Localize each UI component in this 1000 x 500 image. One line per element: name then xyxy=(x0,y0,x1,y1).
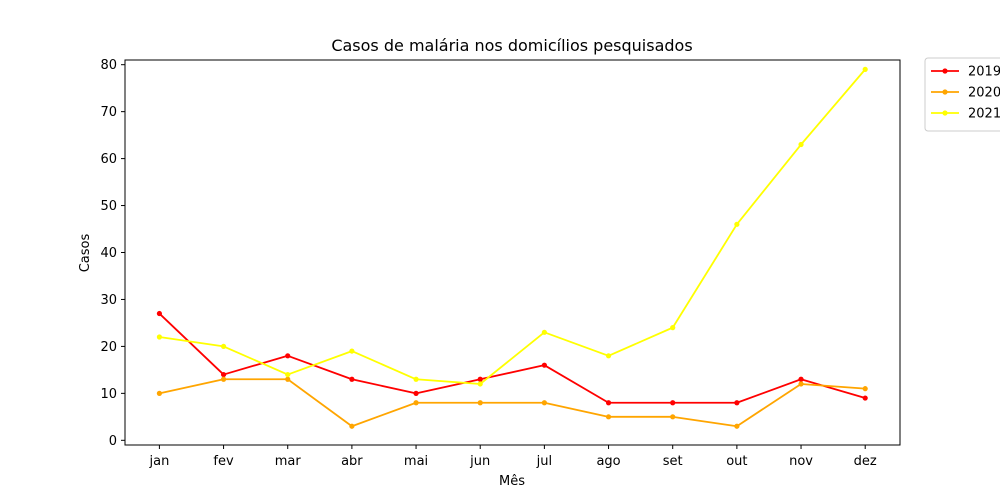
data-point-2019 xyxy=(798,376,804,382)
data-point-2021 xyxy=(349,348,355,354)
y-tick-label: 20 xyxy=(100,340,117,355)
y-tick-label: 10 xyxy=(100,387,117,402)
x-tick-label: mai xyxy=(404,454,428,469)
x-tick-label: out xyxy=(726,454,747,469)
data-point-2019 xyxy=(220,371,227,378)
legend-swatch-marker xyxy=(942,68,948,74)
legend-swatch-marker xyxy=(942,89,948,95)
chart-title: Casos de malária nos domicílios pesquisa… xyxy=(331,36,692,55)
series-line-2019 xyxy=(158,312,866,404)
y-tick-label: 60 xyxy=(100,152,117,167)
data-point-2019 xyxy=(477,376,483,382)
data-point-2019 xyxy=(156,310,162,317)
data-point-2020 xyxy=(220,376,227,382)
y-tick-label: 80 xyxy=(100,58,117,73)
data-point-2021 xyxy=(285,371,291,378)
data-point-2021 xyxy=(541,329,547,335)
x-tick-label: abr xyxy=(341,454,363,469)
data-point-2021 xyxy=(220,343,227,350)
data-point-2020 xyxy=(477,400,483,406)
y-tick-label: 50 xyxy=(100,199,117,214)
data-point-2020 xyxy=(541,400,547,406)
data-point-2020 xyxy=(605,414,612,420)
data-point-2019 xyxy=(349,376,355,382)
data-point-2021 xyxy=(734,221,740,227)
data-point-2021 xyxy=(862,66,868,72)
y-tick-label: 0 xyxy=(109,434,117,449)
x-tick-label: mar xyxy=(275,454,302,469)
plot-frame xyxy=(124,59,901,446)
data-point-2020 xyxy=(285,376,291,382)
data-point-2019 xyxy=(605,400,612,406)
data-point-2019 xyxy=(734,400,740,406)
series-line-2020 xyxy=(159,378,866,428)
legend-label: 2020 xyxy=(968,86,1000,101)
data-point-2020 xyxy=(156,390,162,396)
y-tick-label: 40 xyxy=(100,246,117,261)
x-tick-label: jun xyxy=(469,454,490,469)
x-tick-label: set xyxy=(663,454,683,469)
legend-swatch-marker xyxy=(942,110,948,116)
data-point-2021 xyxy=(413,376,419,382)
x-tick-label: jul xyxy=(536,454,552,469)
data-point-2019 xyxy=(413,390,419,396)
data-point-2019 xyxy=(862,395,868,401)
data-point-2020 xyxy=(670,414,676,420)
legend: 2019 2020 2021 xyxy=(924,57,1000,132)
y-tick-label: 30 xyxy=(100,293,117,308)
data-point-2019 xyxy=(670,400,676,406)
x-axis-label: Mês xyxy=(499,474,525,489)
data-point-2019 xyxy=(541,362,547,368)
y-axis-label: Casos xyxy=(78,234,93,273)
y-tick-label: 70 xyxy=(100,105,117,120)
axes: jan fev mar abr mai jun jul ago set out nov dez 0 10 2… xyxy=(100,58,901,469)
x-tick-label: dez xyxy=(854,454,877,469)
data-point-2019 xyxy=(285,353,291,359)
data-point-2020 xyxy=(734,423,740,429)
data-point-2020 xyxy=(413,400,419,406)
data-point-2020 xyxy=(349,423,355,429)
data-point-2020 xyxy=(798,381,804,387)
x-tick-label: ago xyxy=(596,454,620,469)
plot-area xyxy=(156,66,868,429)
data-point-2021 xyxy=(156,334,162,340)
data-point-2020 xyxy=(862,386,868,392)
legend-label: 2021 xyxy=(968,107,1000,122)
data-point-2021 xyxy=(798,141,804,148)
data-point-2021 xyxy=(605,353,612,359)
legend-label: 2019 xyxy=(968,65,1000,80)
series-line-2021 xyxy=(159,68,866,385)
x-tick-label: jan xyxy=(148,454,169,469)
x-tick-label: fev xyxy=(213,454,234,469)
data-point-2021 xyxy=(670,325,676,331)
data-point-2021 xyxy=(477,381,483,387)
x-tick-label: nov xyxy=(789,454,813,469)
